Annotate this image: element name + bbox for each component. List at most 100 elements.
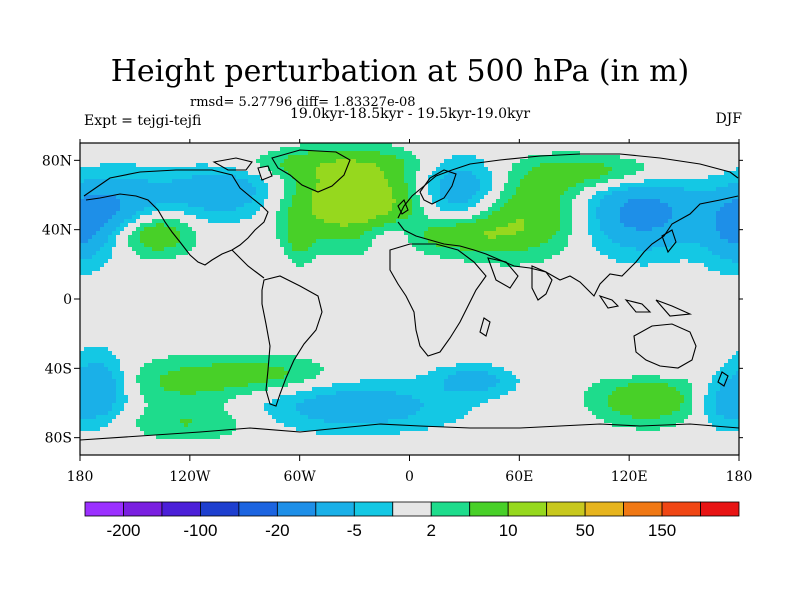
field-cell bbox=[164, 251, 169, 256]
field-cell bbox=[104, 279, 109, 284]
field-cell bbox=[124, 407, 129, 412]
field-cell bbox=[100, 395, 105, 400]
field-cell bbox=[136, 399, 141, 404]
field-cell bbox=[204, 167, 209, 172]
field-cell bbox=[308, 415, 313, 420]
field-cell bbox=[236, 359, 241, 364]
field-cell bbox=[248, 403, 253, 408]
field-cell bbox=[116, 291, 121, 296]
field-cell bbox=[188, 331, 193, 336]
field-cell bbox=[220, 347, 225, 352]
field-cell bbox=[160, 363, 165, 368]
field-cell bbox=[152, 439, 157, 444]
field-cell bbox=[120, 147, 125, 152]
field-cell bbox=[304, 191, 309, 196]
field-cell bbox=[180, 303, 185, 308]
field-cell bbox=[308, 211, 313, 216]
field-cell bbox=[240, 147, 245, 152]
field-cell bbox=[100, 343, 105, 348]
field-cell bbox=[300, 159, 305, 164]
field-cell bbox=[320, 211, 325, 216]
field-cell bbox=[112, 307, 117, 312]
field-cell bbox=[116, 431, 121, 436]
field-cell bbox=[304, 143, 309, 148]
field-cell bbox=[92, 439, 97, 444]
field-cell bbox=[292, 415, 297, 420]
field-cell bbox=[152, 151, 157, 156]
field-cell bbox=[284, 355, 289, 360]
field-cell bbox=[88, 163, 93, 168]
field-cell bbox=[228, 267, 233, 272]
field-cell bbox=[264, 423, 269, 428]
field-cell bbox=[116, 267, 121, 272]
field-cell bbox=[256, 219, 261, 224]
field-cell bbox=[172, 207, 177, 212]
field-cell bbox=[180, 403, 185, 408]
field-cell bbox=[108, 183, 113, 188]
field-cell bbox=[152, 223, 157, 228]
field-cell bbox=[144, 259, 149, 264]
field-cell bbox=[84, 423, 89, 428]
field-cell bbox=[152, 375, 157, 380]
field-cell bbox=[168, 279, 173, 284]
field-cell bbox=[300, 203, 305, 208]
field-cell bbox=[168, 171, 173, 176]
field-cell bbox=[232, 303, 237, 308]
field-cell bbox=[264, 327, 269, 332]
field-cell bbox=[304, 319, 309, 324]
field-cell bbox=[200, 371, 205, 376]
field-cell bbox=[208, 151, 213, 156]
field-cell bbox=[200, 263, 205, 268]
field-cell bbox=[132, 255, 137, 260]
field-cell bbox=[80, 359, 85, 364]
field-cell bbox=[308, 395, 313, 400]
field-cell bbox=[292, 431, 297, 436]
field-cell bbox=[96, 359, 101, 364]
field-cell bbox=[160, 371, 165, 376]
field-cell bbox=[272, 355, 277, 360]
field-cell bbox=[92, 171, 97, 176]
field-cell bbox=[272, 315, 277, 320]
field-cell bbox=[224, 315, 229, 320]
field-cell bbox=[244, 327, 249, 332]
field-cell bbox=[80, 255, 85, 260]
field-cell bbox=[324, 163, 329, 168]
field-cell bbox=[316, 403, 321, 408]
field-cell bbox=[140, 223, 145, 228]
field-cell bbox=[96, 319, 101, 324]
field-cell bbox=[252, 403, 257, 408]
field-cell bbox=[200, 259, 205, 264]
field-cell bbox=[228, 143, 233, 148]
field-cell bbox=[196, 375, 201, 380]
field-cell bbox=[128, 287, 133, 292]
field-cell bbox=[272, 291, 277, 296]
field-cell bbox=[220, 159, 225, 164]
field-cell bbox=[316, 283, 321, 288]
field-cell bbox=[332, 283, 337, 288]
field-cell bbox=[132, 183, 137, 188]
field-cell bbox=[300, 243, 305, 248]
field-cell bbox=[148, 195, 153, 200]
field-cell bbox=[264, 371, 269, 376]
field-cell bbox=[292, 175, 297, 180]
field-cell bbox=[256, 415, 261, 420]
field-cell bbox=[256, 375, 261, 380]
field-cell bbox=[328, 415, 333, 420]
field-cell bbox=[144, 271, 149, 276]
field-cell bbox=[124, 363, 129, 368]
field-cell bbox=[96, 187, 101, 192]
field-cell bbox=[160, 271, 165, 276]
field-cell bbox=[168, 155, 173, 160]
field-cell bbox=[304, 231, 309, 236]
field-cell bbox=[280, 207, 285, 212]
field-cell bbox=[316, 203, 321, 208]
field-cell bbox=[104, 431, 109, 436]
field-cell bbox=[240, 151, 245, 156]
field-cell bbox=[92, 215, 97, 220]
field-cell bbox=[196, 343, 201, 348]
field-cell bbox=[304, 291, 309, 296]
field-cell bbox=[308, 159, 313, 164]
field-cell bbox=[172, 295, 177, 300]
field-cell bbox=[136, 391, 141, 396]
field-cell bbox=[196, 283, 201, 288]
